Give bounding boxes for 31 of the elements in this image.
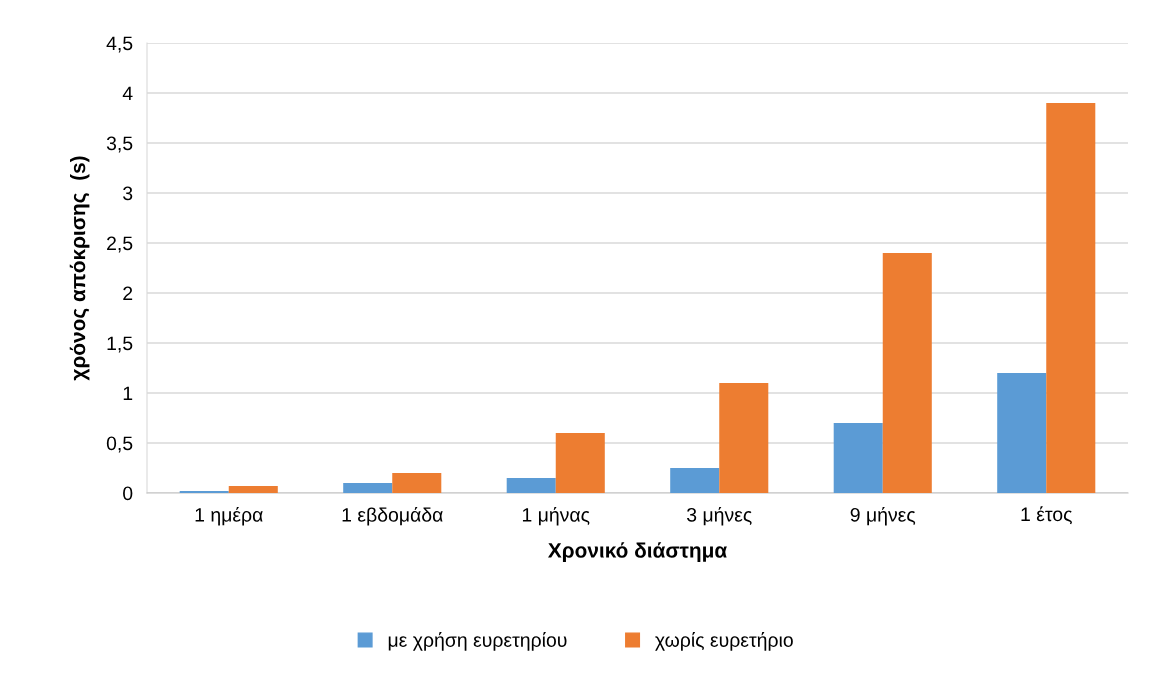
bar bbox=[670, 468, 720, 493]
bar bbox=[506, 478, 556, 493]
bar bbox=[719, 383, 769, 493]
x-axis-title: Χρονικό διάστημα bbox=[548, 542, 727, 562]
bar bbox=[833, 423, 883, 493]
x-tick-label: 1 ημέρα bbox=[195, 506, 263, 526]
y-tick-label: 4,5 bbox=[106, 36, 133, 53]
y-tick-label: 2,5 bbox=[107, 236, 133, 253]
x-tick-label: 1 έτος bbox=[1021, 506, 1072, 525]
bar bbox=[555, 433, 605, 493]
y-tick-label: 4 bbox=[122, 86, 133, 101]
y-tick-label: 0 bbox=[123, 486, 133, 501]
y-tick-label: 3,5 bbox=[106, 136, 133, 153]
x-tick-label: 3 μήνες bbox=[686, 506, 752, 526]
legend-label: χωρίς ευρετήριο bbox=[655, 632, 793, 651]
y-tick-label: 3 bbox=[123, 186, 133, 201]
y-tick-label: 1 bbox=[123, 386, 133, 401]
y-axis-title: χρόνος απόκρισης (s) bbox=[69, 156, 90, 381]
x-tick-label: 9 μήνες bbox=[850, 506, 916, 526]
y-tick-label: 2 bbox=[123, 286, 133, 301]
legend-label: με χρήση ευρετηρίου bbox=[388, 632, 567, 651]
bar bbox=[1046, 103, 1096, 493]
y-tick-label: 1,5 bbox=[107, 336, 133, 353]
bar bbox=[997, 373, 1047, 493]
bar bbox=[343, 483, 393, 493]
x-tick-label: 1 εβδομάδα bbox=[342, 506, 443, 526]
y-tick-label: 0,5 bbox=[106, 436, 133, 453]
x-tick-label: 1 μήνας bbox=[522, 506, 590, 526]
bar bbox=[882, 253, 932, 493]
bar bbox=[392, 473, 442, 493]
bar bbox=[228, 486, 278, 493]
